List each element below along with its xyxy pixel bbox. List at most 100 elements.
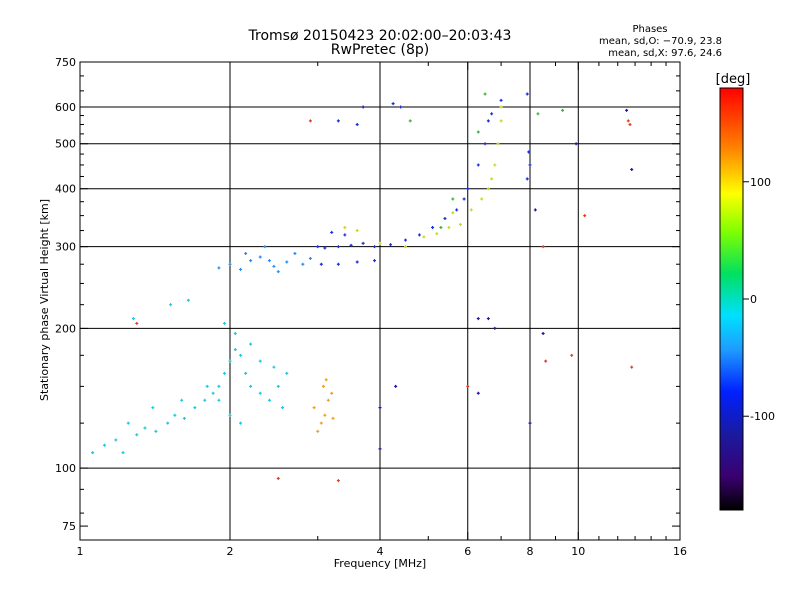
data-point (361, 105, 365, 109)
data-point (435, 232, 439, 236)
data-point (323, 246, 327, 250)
y-tick-label: 750 (55, 56, 76, 69)
data-point (143, 426, 147, 430)
data-point (373, 259, 377, 263)
data-point (135, 433, 139, 437)
x-tick-label: 8 (527, 545, 534, 558)
data-point (217, 266, 221, 270)
data-point (272, 365, 276, 369)
data-point (476, 163, 480, 167)
data-point (574, 142, 578, 146)
chart-title: Tromsø 20150423 20:02:00–20:03:43 (248, 28, 512, 44)
data-point (527, 150, 531, 154)
data-point (403, 238, 407, 242)
colorbar-ticks: 100 0 -100 (743, 176, 775, 423)
data-point (528, 421, 532, 425)
data-point (319, 262, 323, 266)
data-point (276, 476, 280, 480)
data-point (570, 353, 574, 357)
data-point (301, 262, 305, 266)
data-point (422, 235, 426, 239)
data-point (378, 241, 382, 245)
data-point (285, 260, 289, 264)
data-point (211, 391, 215, 395)
data-point (258, 255, 262, 259)
x-tick-label: 6 (464, 545, 471, 558)
data-point (355, 260, 359, 264)
axis-ticks (79, 61, 681, 540)
data-point (431, 225, 435, 229)
data-point (103, 443, 107, 447)
data-point (391, 102, 395, 106)
data-point (321, 384, 325, 388)
data-point (281, 406, 285, 410)
data-point (490, 177, 494, 181)
data-point (285, 371, 289, 375)
data-point (258, 391, 262, 395)
data-point (249, 384, 253, 388)
data-point (355, 123, 359, 127)
data-point (151, 406, 155, 410)
data-point (276, 384, 280, 388)
data-point (525, 177, 529, 181)
data-point (166, 421, 170, 425)
data-point (499, 105, 503, 109)
data-point (239, 421, 243, 425)
data-point (455, 208, 459, 212)
data-point (324, 378, 328, 382)
data-point (544, 359, 548, 363)
tick-labels: 1 2 4 6 8 10 16 75 100 200 300 400 500 600 750 (55, 56, 687, 558)
data-point (628, 123, 632, 127)
data-point (625, 108, 629, 112)
data-point (361, 241, 365, 245)
data-point (528, 163, 532, 167)
data-point (228, 413, 232, 417)
data-point (205, 384, 209, 388)
data-point (476, 317, 480, 321)
data-point (203, 398, 207, 402)
data-point (583, 214, 587, 218)
data-point (378, 447, 382, 451)
data-point (403, 245, 407, 249)
data-point (490, 112, 494, 116)
y-tick-label: 75 (62, 520, 76, 533)
data-point (308, 119, 312, 123)
data-point (154, 429, 158, 433)
data-point (626, 119, 630, 123)
data-point (336, 262, 340, 266)
data-point (355, 229, 359, 233)
data-point (316, 245, 320, 249)
data-point (223, 321, 227, 325)
data-point (408, 119, 412, 123)
data-point (447, 225, 451, 229)
data-point (493, 326, 497, 330)
data-point (121, 451, 125, 455)
data-point (126, 421, 130, 425)
x-tick-label: 4 (377, 545, 384, 558)
data-point (525, 92, 529, 96)
data-point (343, 225, 347, 229)
data-point (239, 267, 243, 271)
data-point (330, 230, 334, 234)
x-axis-label: Frequency [MHz] (334, 557, 426, 570)
data-point (451, 197, 455, 201)
data-point (319, 421, 323, 425)
data-point (466, 187, 470, 191)
data-point (630, 167, 634, 171)
data-point (466, 384, 470, 388)
data-point (343, 233, 347, 237)
data-point (499, 119, 503, 123)
data-point (193, 406, 197, 410)
data-point (91, 451, 95, 455)
data-point (630, 365, 634, 369)
data-point (476, 130, 480, 134)
data-point (267, 259, 271, 263)
y-tick-label: 600 (55, 101, 76, 114)
data-point (330, 391, 334, 395)
phases-x-mode: mean, sd,X: 97.6, 24.6 (608, 48, 722, 59)
data-point (276, 270, 280, 274)
data-point (541, 332, 545, 336)
data-point (378, 406, 382, 410)
data-point (476, 391, 480, 395)
data-point (496, 142, 500, 146)
